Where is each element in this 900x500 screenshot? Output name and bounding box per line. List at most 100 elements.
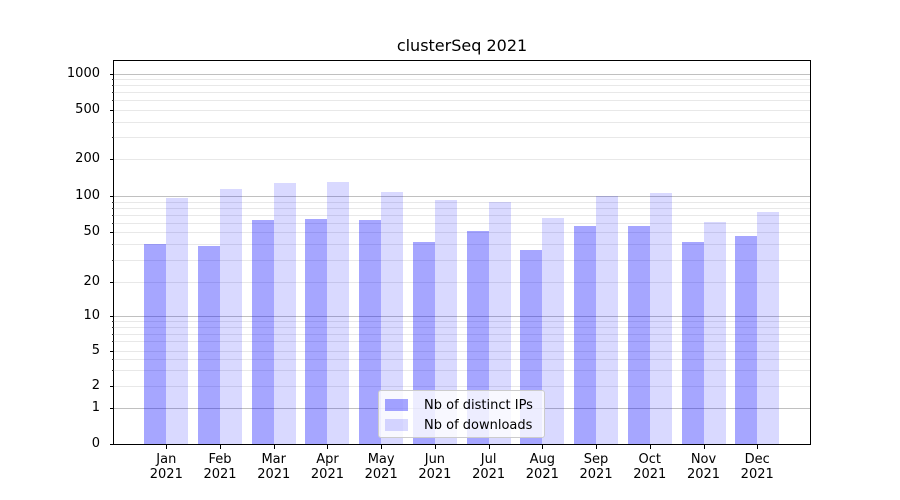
legend-label-downloads: Nb of downloads xyxy=(424,417,533,433)
y-tick-mark xyxy=(110,159,114,161)
x-tick-mark xyxy=(166,445,168,449)
bar-downloads-sep xyxy=(596,196,619,444)
bar-distinct-ips-apr xyxy=(305,218,328,444)
y-tick-mark xyxy=(110,232,114,234)
y-minor-tick-mark xyxy=(111,92,114,94)
gridline-major xyxy=(114,73,810,75)
bar-distinct-ips-sep xyxy=(574,225,597,444)
bar-downloads-mar xyxy=(273,183,296,444)
bar-downloads-jul xyxy=(488,201,511,444)
x-tick-mark xyxy=(488,445,490,449)
gridline-minor xyxy=(114,100,810,102)
legend-swatch-downloads xyxy=(385,419,408,431)
gridline-minor xyxy=(114,350,810,352)
bar-downloads-may xyxy=(381,191,404,444)
gridline-minor xyxy=(114,359,810,361)
y-tick-label: 100 xyxy=(75,188,100,203)
gridline-minor xyxy=(114,110,810,111)
y-minor-tick-mark xyxy=(111,122,114,123)
chart-title: clusterSeq 2021 xyxy=(396,36,528,55)
legend-item-downloads: Nb of downloads xyxy=(379,415,544,435)
x-tick-mark xyxy=(596,445,598,449)
y-tick-mark xyxy=(110,408,114,409)
y-minor-tick-mark xyxy=(111,79,114,81)
bar-downloads-aug xyxy=(542,217,565,444)
y-minor-tick-mark xyxy=(111,137,114,139)
x-tick-mark xyxy=(703,445,705,449)
gridline-minor xyxy=(114,201,810,203)
y-tick-label: 5 xyxy=(91,342,100,358)
legend-label-distinct-ips: Nb of distinct IPs xyxy=(424,397,533,413)
x-tick-mark xyxy=(220,445,222,449)
x-tick-mark xyxy=(649,445,651,449)
bar-distinct-ips-feb xyxy=(198,245,221,444)
y-minor-tick-mark xyxy=(111,244,114,246)
bar-distinct-ips-dec xyxy=(735,235,758,444)
bar-distinct-ips-oct xyxy=(627,226,650,444)
x-tick-label-jul: Jul 2021 xyxy=(472,452,506,482)
gridline-minor xyxy=(114,232,810,234)
bars-layer xyxy=(114,61,810,444)
bar-distinct-ips-mar xyxy=(251,220,274,444)
gridline-minor xyxy=(114,341,810,343)
y-tick-label: 20 xyxy=(83,273,100,289)
x-tick-label-apr: Apr 2021 xyxy=(310,452,344,482)
y-tick-mark xyxy=(110,315,114,317)
y-minor-tick-mark xyxy=(111,214,114,216)
y-minor-tick-mark xyxy=(111,359,114,361)
gridline-minor xyxy=(114,321,810,323)
x-tick-label-dec: Dec 2021 xyxy=(740,452,774,482)
x-tick-label-jun: Jun 2021 xyxy=(418,452,452,482)
x-tick-mark xyxy=(327,445,329,449)
y-minor-tick-mark xyxy=(111,100,114,102)
plot-area xyxy=(113,60,811,445)
gridline-minor xyxy=(114,259,810,261)
gridline-minor xyxy=(114,386,810,387)
x-tick-label-oct: Oct 2021 xyxy=(633,452,667,482)
y-tick-label: 10 xyxy=(83,307,100,323)
bar-distinct-ips-may xyxy=(359,220,382,444)
y-minor-tick-mark xyxy=(111,222,114,224)
y-minor-tick-mark xyxy=(111,85,114,87)
x-tick-label-jan: Jan 2021 xyxy=(149,452,183,482)
y-tick-mark xyxy=(110,73,114,75)
y-minor-tick-mark xyxy=(111,201,114,203)
y-tick-mark xyxy=(110,386,114,387)
legend-item-distinct-ips: Nb of distinct IPs xyxy=(379,395,544,415)
bar-downloads-feb xyxy=(220,189,243,444)
legend-swatch-distinct-ips xyxy=(385,399,408,411)
bar-downloads-jun xyxy=(434,199,457,444)
y-minor-tick-mark xyxy=(111,259,114,261)
bar-distinct-ips-nov xyxy=(681,241,704,444)
gridline-minor xyxy=(114,244,810,246)
x-tick-label-may: May 2021 xyxy=(364,452,398,482)
y-tick-mark xyxy=(110,444,114,445)
x-tick-mark xyxy=(434,445,436,449)
legend: Nb of distinct IPs Nb of downloads xyxy=(378,390,545,438)
gridlines-layer xyxy=(114,61,810,444)
gridline-major xyxy=(114,196,810,197)
x-tick-label-nov: Nov 2021 xyxy=(686,452,721,482)
y-tick-label: 0 xyxy=(91,436,100,451)
x-tick-mark xyxy=(542,445,544,449)
bar-downloads-apr xyxy=(327,182,350,444)
gridline-minor xyxy=(114,214,810,216)
gridline-major xyxy=(114,315,810,317)
y-tick-label: 200 xyxy=(75,151,100,167)
gridline-minor xyxy=(114,333,810,335)
y-minor-tick-mark xyxy=(111,207,114,209)
y-tick-label: 2 xyxy=(91,378,100,393)
bar-downloads-jan xyxy=(166,198,189,444)
gridline-minor xyxy=(114,370,810,372)
gridline-minor xyxy=(114,159,810,161)
bar-downloads-dec xyxy=(757,211,780,444)
y-tick-mark xyxy=(110,196,114,197)
x-tick-mark xyxy=(381,445,383,449)
x-tick-mark xyxy=(757,445,759,449)
y-tick-mark xyxy=(110,110,114,111)
gridline-minor xyxy=(114,281,810,283)
y-tick-label: 1 xyxy=(91,400,100,415)
bar-downloads-oct xyxy=(649,192,672,444)
gridline-minor xyxy=(114,326,810,328)
